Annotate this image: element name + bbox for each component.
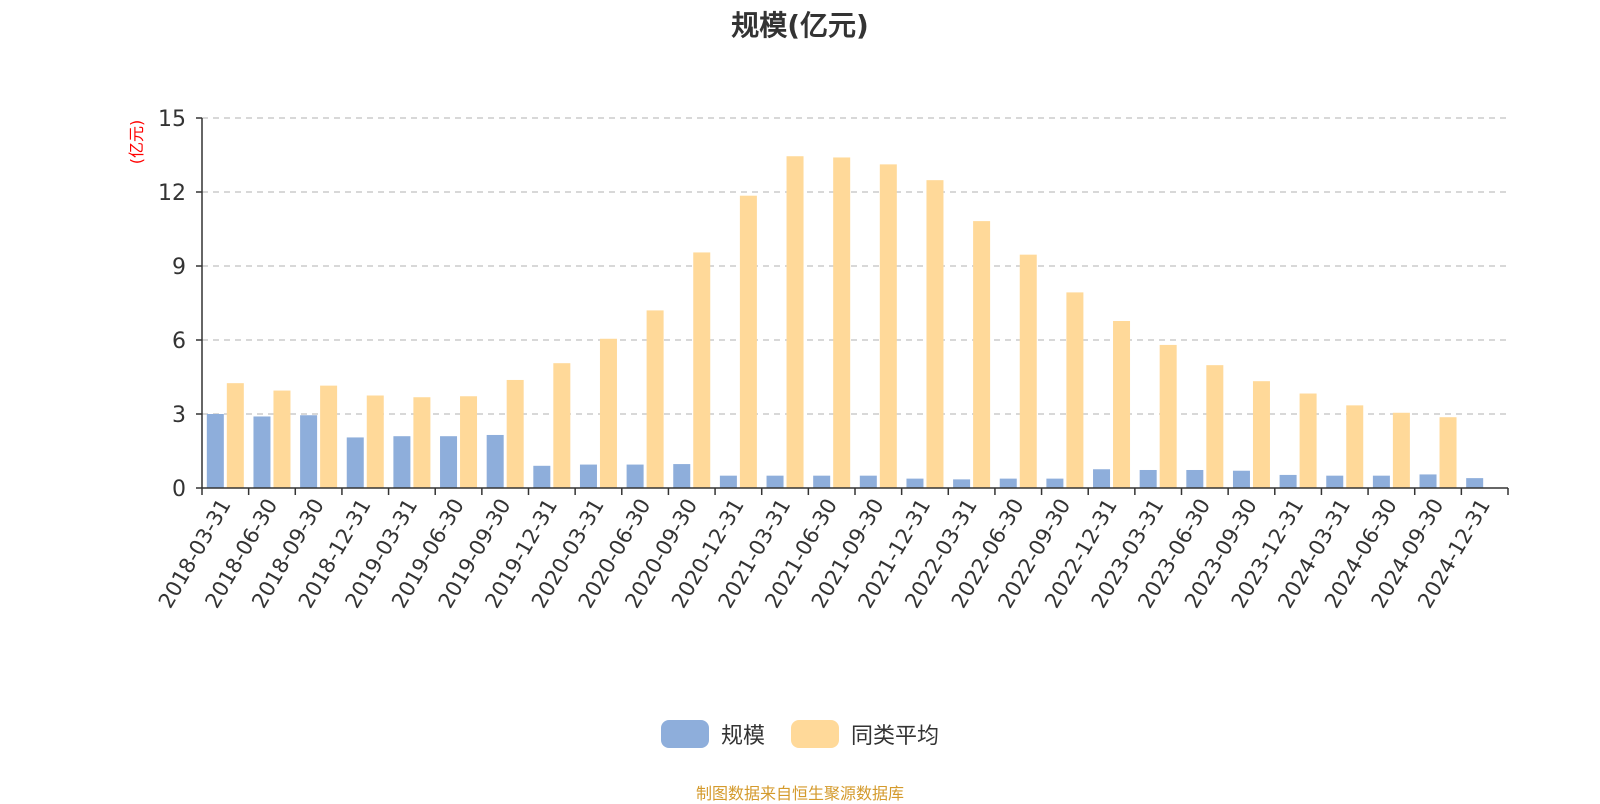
bar-scale	[1279, 474, 1297, 488]
bar-scale	[953, 479, 971, 488]
bar-peer-avg	[1206, 365, 1224, 488]
bar-scale	[673, 464, 691, 488]
y-tick-label: 9	[172, 255, 186, 280]
legend-label-scale: 规模	[720, 724, 765, 749]
source-note: 制图数据来自恒生聚源数据库	[695, 784, 904, 803]
bar-peer-avg	[879, 164, 897, 488]
bar-peer-avg	[1299, 393, 1317, 488]
bar-peer-avg	[693, 252, 711, 488]
bar-scale	[813, 475, 831, 488]
y-tick-label: 0	[172, 477, 186, 502]
bar-scale	[346, 437, 364, 488]
grid-lines	[202, 117, 1508, 415]
y-tick-label: 6	[172, 329, 186, 354]
bar-scale	[906, 478, 924, 488]
y-tick-label: 3	[172, 403, 186, 428]
bar-peer-avg	[786, 156, 804, 488]
bar-scale	[579, 464, 597, 488]
bar-scale	[626, 464, 644, 488]
bar-scale	[1466, 478, 1484, 488]
bar-scale	[1139, 469, 1157, 488]
bar-scale	[393, 436, 411, 488]
chart-title: 规模(亿元)	[731, 9, 869, 42]
bar-peer-avg	[413, 397, 431, 488]
bar-peer-avg	[1066, 292, 1084, 488]
y-axis-label: (亿元)	[127, 120, 146, 165]
bar-peer-avg	[1392, 412, 1410, 488]
bar-peer-avg	[973, 221, 991, 488]
bar-scale	[533, 465, 551, 488]
legend-item-scale[interactable]: 规模	[660, 718, 765, 750]
legend-swatch-scale	[660, 720, 709, 748]
bar-peer-avg	[926, 180, 944, 488]
bar-peer-avg	[553, 363, 571, 488]
bar-scale	[300, 415, 318, 488]
legend-item-peer-avg[interactable]: 同类平均	[791, 718, 939, 750]
bar-peer-avg	[1159, 344, 1177, 488]
bar-peer-avg	[833, 157, 851, 488]
bar-peer-avg	[1439, 417, 1457, 488]
bar-scale	[1326, 475, 1344, 488]
bar-scale	[999, 478, 1017, 488]
bar-peer-avg	[1346, 405, 1364, 488]
bar-peer-avg	[646, 310, 664, 488]
bar-peer-avg	[1252, 381, 1270, 488]
legend-swatch-peer-avg	[791, 720, 839, 748]
bar-scale	[1232, 470, 1250, 488]
bar-scale	[1419, 474, 1437, 488]
bars	[206, 156, 1484, 488]
bar-peer-avg	[739, 195, 757, 488]
bar-peer-avg	[320, 385, 338, 488]
legend-label-peer-avg: 同类平均	[851, 724, 940, 749]
bar-peer-avg	[1019, 254, 1037, 488]
y-tick-label: 12	[158, 181, 186, 206]
bar-scale	[440, 436, 458, 488]
y-tick-label: 15	[158, 107, 186, 132]
bar-peer-avg	[366, 395, 384, 488]
bar-scale	[859, 475, 877, 488]
bar-scale	[206, 414, 224, 488]
bar-scale	[1046, 478, 1064, 488]
bar-peer-avg	[506, 379, 524, 488]
bar-scale	[1186, 469, 1204, 488]
bar-scale	[253, 416, 271, 488]
bar-scale	[719, 475, 737, 488]
bar-peer-avg	[599, 338, 617, 488]
bar-peer-avg	[1113, 321, 1131, 488]
bar-peer-avg	[226, 383, 244, 488]
bar-scale	[486, 434, 504, 488]
legend: 规模 同类平均	[0, 718, 1600, 750]
bar-scale	[1372, 475, 1390, 488]
tick-labels: 036912152018-03-312018-06-302018-09-3020…	[127, 107, 1495, 612]
bar-scale	[766, 475, 784, 488]
axes	[196, 117, 1509, 495]
bar-peer-avg	[460, 396, 478, 488]
bar-scale	[1093, 469, 1111, 488]
bar-peer-avg	[273, 390, 291, 488]
